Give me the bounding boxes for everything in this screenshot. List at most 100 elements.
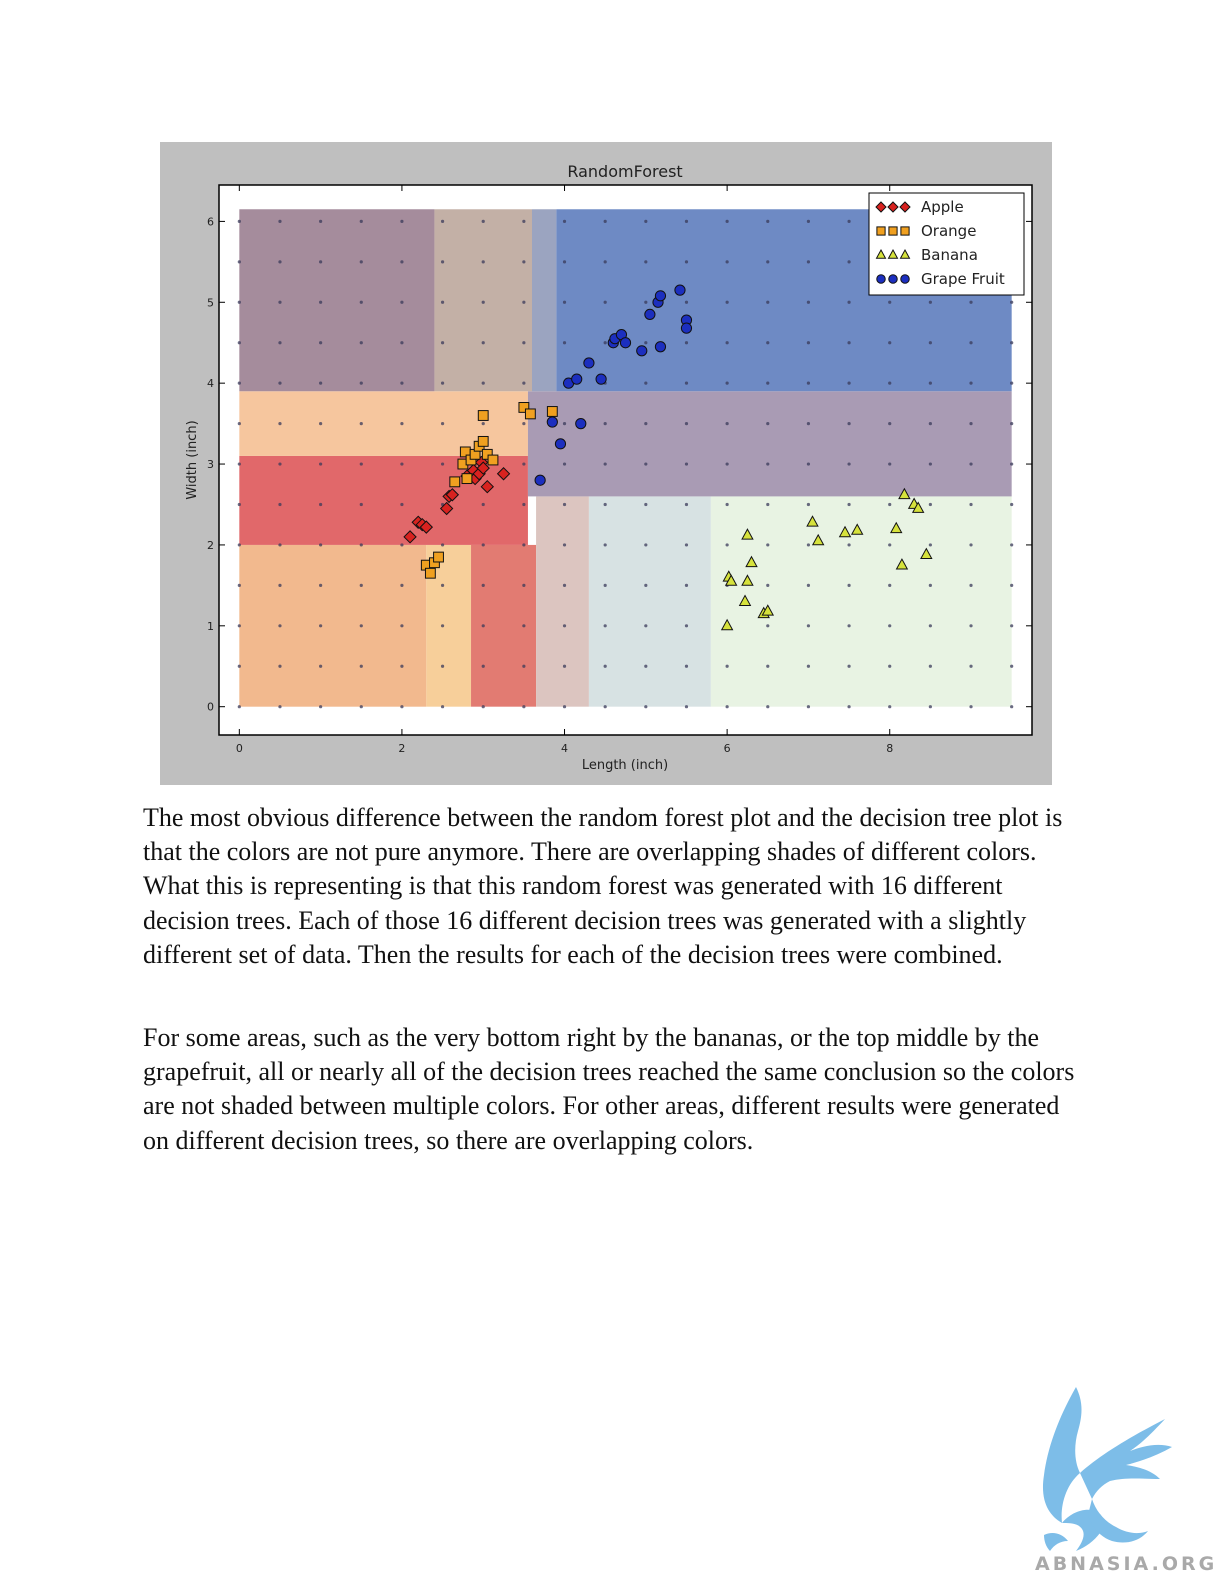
grid-point bbox=[359, 624, 363, 628]
grid-point bbox=[603, 422, 607, 426]
orange-point bbox=[518, 402, 530, 413]
grid-point bbox=[888, 381, 892, 385]
grid-point bbox=[562, 664, 567, 668]
grid-point bbox=[319, 502, 323, 507]
grape-fruit-point bbox=[571, 373, 583, 385]
grid-point bbox=[847, 381, 851, 385]
y-tick-label: 0 bbox=[207, 701, 214, 714]
grid-point bbox=[1010, 422, 1014, 426]
legend-label: Orange bbox=[921, 222, 976, 240]
grid-point bbox=[725, 462, 729, 466]
orange-point bbox=[481, 448, 493, 460]
grid-point bbox=[522, 422, 526, 426]
grid-point bbox=[928, 502, 932, 507]
grid-point bbox=[278, 341, 282, 345]
grid-point bbox=[725, 381, 729, 385]
banana-point bbox=[889, 521, 903, 534]
grid-point bbox=[847, 219, 851, 223]
legend-grape-fruit-marker bbox=[876, 274, 886, 284]
grape-fruit-point bbox=[583, 357, 595, 369]
grid-point bbox=[237, 624, 241, 628]
grid-point bbox=[684, 300, 689, 304]
region-mixed bbox=[527, 391, 1012, 497]
legend-banana-marker bbox=[899, 248, 911, 259]
grid-point bbox=[481, 583, 485, 587]
grid-point bbox=[1010, 341, 1014, 345]
banana-point bbox=[724, 574, 738, 586]
grid-point bbox=[481, 624, 485, 628]
paragraph-comparison: The most obvious difference between the … bbox=[143, 803, 1063, 969]
grid-point bbox=[847, 624, 851, 628]
grid-point bbox=[278, 462, 282, 466]
apple-point bbox=[496, 467, 511, 481]
grid-point bbox=[684, 502, 689, 507]
grid-point bbox=[522, 260, 526, 264]
banana-point bbox=[895, 558, 909, 570]
grid-point bbox=[359, 502, 363, 507]
y-tick-label: 2 bbox=[207, 539, 214, 552]
grid-point bbox=[603, 664, 607, 668]
banana-point bbox=[920, 547, 933, 560]
x-tick-label: 6 bbox=[724, 742, 731, 755]
grid-point bbox=[766, 462, 770, 466]
grid-point bbox=[481, 341, 485, 345]
grid-point bbox=[684, 583, 689, 587]
grid-point bbox=[603, 624, 607, 628]
grid-point bbox=[400, 624, 404, 628]
grid-point bbox=[237, 381, 241, 385]
grid-point bbox=[237, 705, 241, 709]
orange-point bbox=[461, 473, 473, 485]
grid-point bbox=[888, 705, 892, 709]
grid-point bbox=[888, 502, 892, 507]
grid-point bbox=[928, 381, 932, 385]
grid-point bbox=[644, 664, 648, 668]
grape-fruit-point bbox=[654, 341, 667, 353]
grape-fruit-point bbox=[554, 438, 567, 450]
grid-point bbox=[806, 381, 811, 385]
grape-fruit-point bbox=[654, 290, 667, 302]
grid-point bbox=[644, 462, 648, 466]
grid-point bbox=[319, 705, 323, 709]
banana-point bbox=[911, 501, 925, 513]
y-tick-label: 3 bbox=[207, 458, 214, 471]
orange-point bbox=[477, 435, 489, 447]
grid-point bbox=[359, 664, 363, 668]
grid-point bbox=[603, 219, 607, 223]
apple-point bbox=[445, 488, 460, 502]
grid-point bbox=[684, 422, 689, 426]
grid-point bbox=[1010, 624, 1014, 628]
grid-point bbox=[319, 381, 323, 385]
grape-fruit-point bbox=[680, 322, 693, 334]
grid-point bbox=[725, 664, 729, 668]
grid-point bbox=[359, 705, 363, 709]
orange-point bbox=[477, 410, 489, 421]
grid-point bbox=[400, 502, 404, 507]
grid-point bbox=[359, 422, 363, 426]
grid-point bbox=[766, 300, 770, 304]
y-tick-label: 5 bbox=[207, 296, 214, 309]
region-orange bbox=[239, 544, 427, 707]
grid-point bbox=[644, 422, 648, 426]
grid-point bbox=[522, 462, 526, 466]
grid-point bbox=[725, 219, 729, 223]
grid-point bbox=[806, 300, 811, 304]
region-mixed bbox=[532, 209, 557, 392]
grid-point bbox=[806, 260, 811, 264]
grid-point bbox=[440, 422, 445, 426]
grid-point bbox=[725, 260, 729, 264]
legend-banana-marker bbox=[875, 248, 887, 259]
grid-point bbox=[237, 422, 241, 426]
grid-point bbox=[522, 664, 526, 668]
grid-point bbox=[278, 583, 282, 587]
orange-point bbox=[546, 406, 558, 417]
grid-point bbox=[684, 664, 689, 668]
orange-point bbox=[487, 454, 499, 466]
grid-point bbox=[1010, 583, 1014, 587]
grid-point bbox=[522, 583, 526, 587]
grid-point bbox=[644, 502, 648, 507]
grid-point bbox=[806, 664, 811, 668]
grid-point bbox=[1010, 381, 1014, 385]
chart-title: RandomForest bbox=[567, 162, 682, 181]
grape-fruit-point bbox=[595, 373, 607, 385]
grid-point bbox=[806, 462, 811, 466]
